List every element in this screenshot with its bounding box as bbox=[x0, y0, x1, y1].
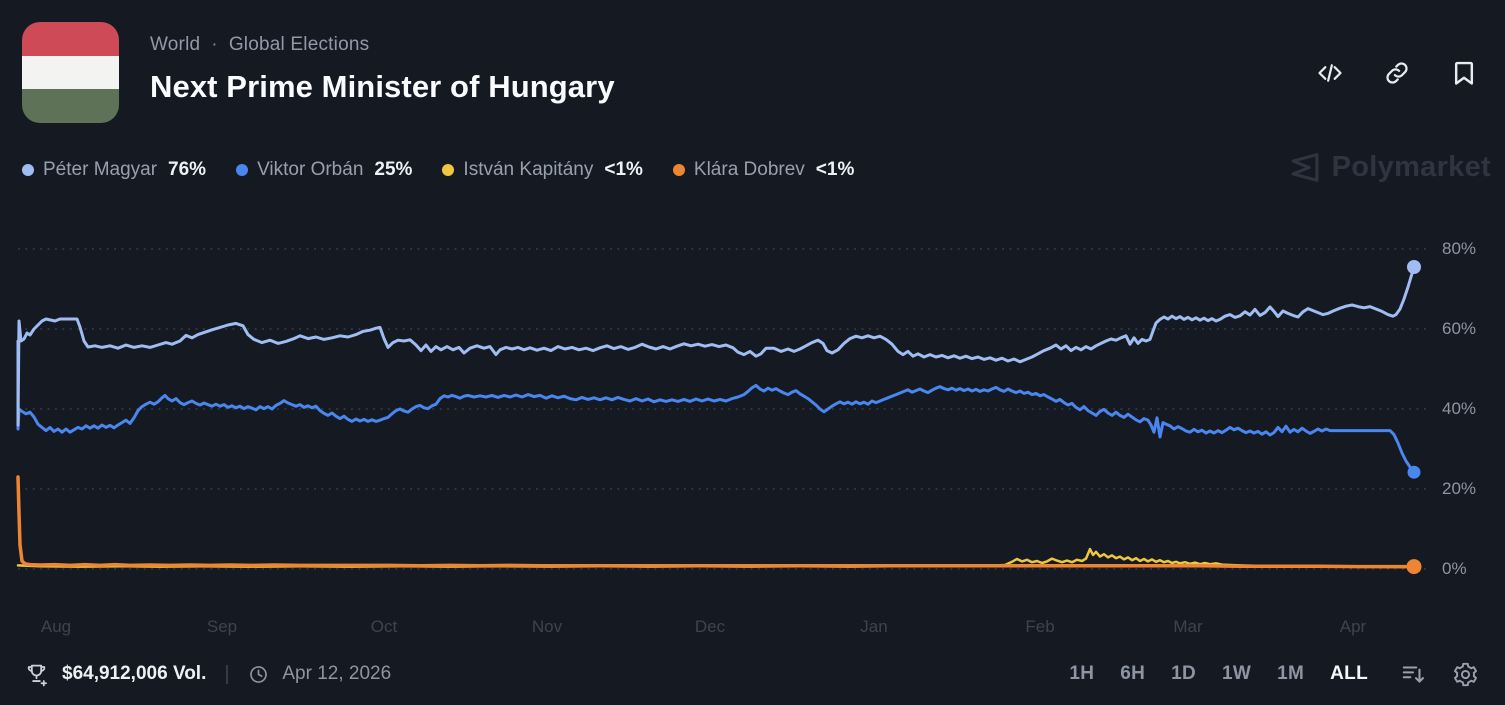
legend-value: 76% bbox=[168, 159, 207, 180]
legend-dot-icon bbox=[672, 164, 685, 176]
legend-dot-icon bbox=[442, 164, 455, 176]
footer-bar: $64,912,006 Vol. Apr 12, 2026 1H 6H 1D 1W 1M… bbox=[0, 652, 1505, 696]
header-actions bbox=[1315, 58, 1479, 88]
settings-gear-icon[interactable] bbox=[1452, 661, 1479, 688]
copy-link-icon[interactable] bbox=[1382, 58, 1412, 88]
flag-stripe-green bbox=[22, 89, 119, 123]
x-tick-Mar: Mar bbox=[1173, 617, 1203, 636]
volume-value: $64,912,006 Vol. bbox=[62, 663, 207, 684]
polymarket-watermark: Polymarket bbox=[1287, 150, 1491, 185]
legend-name: Klára Dobrev bbox=[693, 159, 805, 180]
timeframe-1d[interactable]: 1D bbox=[1171, 663, 1197, 684]
scale-sort-icon[interactable] bbox=[1400, 661, 1426, 687]
legend-value: <1% bbox=[604, 159, 643, 180]
legend-item-0[interactable]: Péter Magyar 76% bbox=[22, 159, 206, 181]
chart-legend: Péter Magyar 76% Viktor Orbán 25% István Kap… bbox=[22, 159, 854, 181]
legend-value: 25% bbox=[374, 159, 413, 180]
embed-code-icon[interactable] bbox=[1315, 58, 1345, 88]
flag-stripe-white bbox=[22, 55, 119, 90]
page-title: Next Prime Minister of Hungary bbox=[150, 69, 615, 104]
series-end-dot-Viktor Orbán bbox=[1407, 465, 1421, 479]
market-flag-image bbox=[22, 22, 119, 123]
x-tick-Dec: Dec bbox=[694, 617, 726, 636]
series-line-Péter Magyar bbox=[16, 265, 1416, 427]
legend-name: István Kapitány bbox=[463, 159, 594, 180]
x-tick-Sep: Sep bbox=[206, 617, 238, 636]
bookmark-icon[interactable] bbox=[1449, 58, 1479, 88]
legend-dot-icon bbox=[22, 164, 34, 176]
series-end-dot-Péter Magyar bbox=[1407, 260, 1421, 274]
watermark-label: Polymarket bbox=[1331, 151, 1491, 183]
x-tick-Feb: Feb bbox=[1025, 617, 1055, 636]
breadcrumb-category[interactable]: Global Elections bbox=[228, 34, 370, 55]
y-tick-20%: 20% bbox=[1442, 479, 1477, 498]
trophy-volume-icon bbox=[27, 664, 47, 686]
legend-name: Péter Magyar bbox=[43, 159, 158, 180]
breadcrumb-separator: · bbox=[211, 34, 218, 55]
chart-controls: 1H 6H 1D 1W 1M ALL bbox=[1069, 661, 1479, 688]
legend-name: Viktor Orbán bbox=[257, 159, 364, 180]
y-tick-80%: 80% bbox=[1442, 239, 1477, 258]
timeframe-buttons: 1H 6H 1D 1W 1M ALL bbox=[1069, 663, 1368, 685]
legend-dot-icon bbox=[236, 164, 249, 176]
breadcrumb: World · Global Elections bbox=[150, 34, 615, 56]
timeframe-1h[interactable]: 1H bbox=[1069, 663, 1095, 684]
series-end-dot-Klára Dobrev bbox=[1406, 559, 1422, 575]
x-tick-Nov: Nov bbox=[531, 617, 563, 636]
clock-icon bbox=[250, 665, 268, 683]
legend-item-1[interactable]: Viktor Orbán 25% bbox=[236, 159, 412, 181]
x-tick-Aug: Aug bbox=[40, 617, 72, 636]
y-tick-40%: 40% bbox=[1442, 399, 1477, 418]
series-line-Klára Dobrev bbox=[16, 475, 1416, 569]
x-tick-Oct: Oct bbox=[370, 617, 398, 636]
flag-stripe-red bbox=[22, 22, 119, 56]
x-tick-Apr: Apr bbox=[1339, 617, 1367, 636]
market-stats: $64,912,006 Vol. Apr 12, 2026 bbox=[24, 662, 391, 687]
timeframe-6h[interactable]: 6H bbox=[1120, 663, 1146, 684]
timeframe-1m[interactable]: 1M bbox=[1277, 663, 1305, 684]
polymarket-logo-icon bbox=[1291, 153, 1319, 182]
y-tick-60%: 60% bbox=[1442, 319, 1477, 338]
timeframe-1w[interactable]: 1W bbox=[1222, 663, 1252, 684]
legend-item-3[interactable]: Klára Dobrev <1% bbox=[672, 159, 855, 181]
legend-item-2[interactable]: István Kapitány <1% bbox=[442, 159, 643, 181]
breadcrumb-section[interactable]: World bbox=[150, 34, 201, 55]
x-tick-Jan: Jan bbox=[860, 617, 888, 636]
legend-value: <1% bbox=[815, 159, 855, 180]
stats-divider bbox=[226, 664, 229, 684]
series-line-Viktor Orbán bbox=[16, 383, 1416, 474]
y-tick-0%: 0% bbox=[1442, 559, 1467, 578]
timeframe-all[interactable]: ALL bbox=[1330, 663, 1368, 684]
end-date: Apr 12, 2026 bbox=[282, 663, 392, 684]
